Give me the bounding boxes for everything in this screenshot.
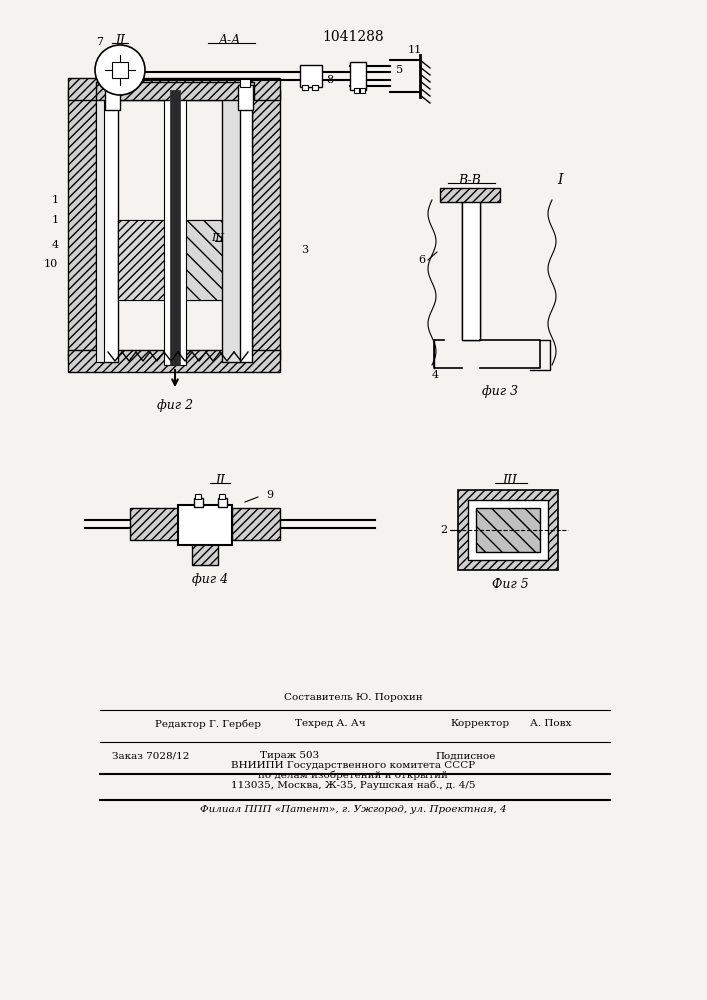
Circle shape — [95, 45, 145, 95]
Text: Филиал ППП «Патент», г. Ужгород, ул. Проектная, 4: Филиал ППП «Патент», г. Ужгород, ул. Про… — [199, 806, 506, 814]
Text: 4: 4 — [431, 370, 438, 380]
Text: Фиг 5: Фиг 5 — [491, 578, 528, 591]
Bar — [195, 494, 201, 499]
Text: Заказ 7028/12: Заказ 7028/12 — [112, 752, 189, 760]
Text: 2: 2 — [440, 525, 448, 535]
Bar — [112, 62, 128, 78]
Bar — [107, 79, 117, 87]
Text: I: I — [557, 173, 563, 187]
Bar — [354, 88, 359, 93]
Bar — [164, 90, 186, 365]
Bar — [462, 192, 480, 340]
Bar — [192, 543, 218, 565]
Bar — [96, 96, 104, 362]
Bar — [222, 96, 240, 362]
Bar — [440, 188, 500, 202]
Bar — [238, 85, 253, 110]
Text: 1: 1 — [52, 195, 59, 205]
Bar — [234, 96, 252, 362]
Text: 8: 8 — [327, 75, 334, 85]
Bar — [96, 82, 254, 100]
Bar — [360, 88, 365, 93]
Text: Техред А. Ач: Техред А. Ач — [295, 720, 366, 728]
Text: фиг 2: фиг 2 — [157, 398, 193, 412]
Bar — [300, 65, 322, 87]
Text: 9: 9 — [267, 490, 274, 500]
Text: фиг 3: фиг 3 — [482, 385, 518, 398]
Bar — [232, 508, 280, 540]
Text: фиг 4: фиг 4 — [192, 574, 228, 586]
Text: III: III — [503, 474, 518, 487]
Bar — [194, 498, 203, 507]
Bar — [462, 192, 480, 340]
Text: по делам изобретений и открытий: по делам изобретений и открытий — [258, 770, 448, 780]
Bar — [312, 85, 318, 90]
Text: A-A: A-A — [219, 33, 241, 46]
Bar — [68, 350, 280, 372]
Text: II: II — [215, 474, 225, 487]
Text: 7: 7 — [96, 37, 103, 47]
Text: Тираж 503: Тираж 503 — [260, 752, 320, 760]
Text: 6: 6 — [419, 255, 426, 265]
Bar — [350, 62, 366, 90]
Text: 4: 4 — [52, 240, 59, 250]
Bar — [105, 85, 120, 110]
Bar — [219, 494, 225, 499]
Bar — [252, 90, 280, 360]
Text: Подписное: Подписное — [435, 752, 496, 760]
Bar — [218, 498, 227, 507]
Bar — [476, 508, 540, 552]
Bar — [118, 220, 233, 300]
Bar — [130, 508, 178, 540]
Bar — [68, 78, 280, 100]
Text: ВНИИПИ Государственного комитета СССР: ВНИИПИ Государственного комитета СССР — [231, 760, 475, 770]
Text: 11: 11 — [408, 45, 422, 55]
Text: 10: 10 — [44, 259, 58, 269]
Text: 113035, Москва, Ж-35, Раушская наб., д. 4/5: 113035, Москва, Ж-35, Раушская наб., д. … — [230, 780, 475, 790]
Text: 3: 3 — [301, 245, 308, 255]
Text: Редактор Г. Гербер: Редактор Г. Гербер — [155, 719, 261, 729]
Bar — [173, 220, 233, 300]
Bar — [468, 500, 548, 560]
Bar — [118, 220, 173, 300]
Bar — [178, 505, 232, 545]
Bar — [100, 96, 118, 362]
Text: B-B: B-B — [459, 174, 481, 186]
Bar — [68, 90, 96, 360]
Bar — [302, 85, 308, 90]
Text: Составитель Ю. Порохин: Составитель Ю. Порохин — [284, 694, 422, 702]
Text: III: III — [211, 233, 225, 243]
Text: 5: 5 — [397, 65, 404, 75]
Text: А. Повх: А. Повх — [530, 720, 571, 728]
Text: 1041288: 1041288 — [322, 30, 384, 44]
Bar — [240, 79, 250, 87]
Text: II: II — [115, 33, 125, 46]
Bar — [170, 90, 180, 365]
Text: 1: 1 — [52, 215, 59, 225]
Text: Корректор: Корректор — [450, 720, 509, 728]
Bar — [458, 490, 558, 570]
